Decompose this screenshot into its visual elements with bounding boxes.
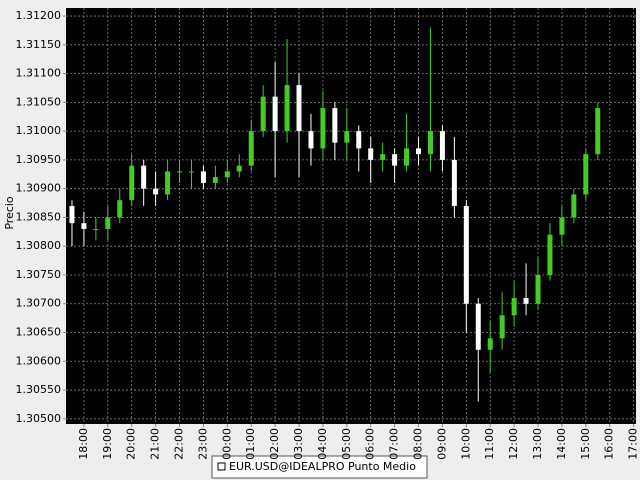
candle-body — [105, 217, 111, 229]
y-tick-label: 1.30700 — [16, 297, 62, 310]
candle-body — [451, 159, 457, 206]
candle-body — [308, 131, 314, 149]
candle-body — [236, 165, 242, 172]
candle-body — [260, 96, 266, 132]
candle-body — [320, 108, 326, 149]
x-tick-label: 19:00 — [101, 428, 114, 460]
y-tick-label: 1.31100 — [16, 67, 62, 80]
candle-body — [212, 177, 218, 183]
y-tick-label: 1.30850 — [16, 210, 62, 223]
y-tick-label: 1.30750 — [16, 268, 62, 281]
x-tick-label: 12:00 — [507, 428, 520, 460]
candle-body — [583, 154, 589, 195]
candle-body — [356, 131, 362, 149]
x-tick-label: 08:00 — [412, 428, 425, 460]
candle-body — [344, 131, 350, 143]
x-tick-label: 20:00 — [125, 428, 138, 460]
x-tick-label: 21:00 — [149, 428, 162, 460]
y-tick-label: 1.30500 — [16, 412, 62, 425]
x-tick-label: 14:00 — [555, 428, 568, 460]
y-tick-label: 1.31050 — [16, 95, 62, 108]
y-tick-label: 1.31200 — [16, 9, 62, 22]
candle-body — [416, 148, 422, 155]
x-tick-label: 03:00 — [292, 428, 305, 460]
y-tick-label: 1.30800 — [16, 239, 62, 252]
y-tick-label: 1.30900 — [16, 182, 62, 195]
x-tick-label: 11:00 — [483, 428, 496, 460]
y-axis-title: Precio — [3, 196, 16, 230]
y-tick-label: 1.30600 — [16, 354, 62, 367]
candle-body — [475, 303, 481, 350]
x-tick-label: 06:00 — [364, 428, 377, 460]
candle-body — [380, 154, 386, 160]
x-tick-label: 15:00 — [579, 428, 592, 460]
x-tick-label: 22:00 — [173, 428, 186, 460]
candle-body — [200, 171, 206, 183]
candle-body — [535, 274, 541, 304]
candle-body — [595, 108, 601, 155]
legend-swatch — [217, 462, 226, 471]
candle-body — [523, 297, 529, 304]
x-tick-label: 13:00 — [531, 428, 544, 460]
candle-body — [177, 171, 183, 173]
legend-label: EUR.USD@IDEALPRO Punto Medio — [229, 460, 416, 473]
x-tick-label: 09:00 — [435, 428, 448, 460]
x-tick-label: 17:00 — [627, 428, 640, 460]
candle-body — [368, 148, 374, 160]
candle-body — [427, 131, 433, 155]
candle-body — [272, 96, 278, 132]
y-tick-label: 1.30650 — [16, 326, 62, 339]
candle-body — [547, 234, 553, 275]
candle-body — [439, 131, 445, 160]
x-tick-label: 05:00 — [340, 428, 353, 460]
candle-body — [141, 165, 147, 189]
y-tick-label: 1.30950 — [16, 153, 62, 166]
x-tick-label: 02:00 — [268, 428, 281, 460]
x-tick-label: 18:00 — [77, 428, 90, 460]
candle-body — [165, 171, 171, 195]
candle-body — [117, 200, 123, 218]
candle-body — [224, 171, 230, 178]
y-tick-label: 1.31000 — [16, 124, 62, 137]
candle-body — [129, 165, 135, 201]
x-tick-label: 01:00 — [244, 428, 257, 460]
x-tick-label: 00:00 — [220, 428, 233, 460]
candle-body — [571, 194, 577, 218]
y-tick-label: 1.30550 — [16, 383, 62, 396]
legend — [211, 455, 428, 479]
candle-body — [392, 154, 398, 166]
x-tick-label: 16:00 — [603, 428, 616, 460]
x-tick-label: 04:00 — [316, 428, 329, 460]
candle-body — [487, 338, 493, 350]
x-tick-label: 23:00 — [196, 428, 209, 460]
candle-body — [296, 85, 302, 132]
candle-body — [284, 85, 290, 132]
candle-body — [332, 108, 338, 143]
plot-area — [66, 8, 636, 424]
candle-body — [69, 205, 75, 224]
candle-body — [188, 171, 194, 173]
candle-body — [248, 131, 254, 166]
candle-body — [463, 205, 469, 304]
candle-body — [93, 228, 99, 230]
candle-body — [559, 217, 565, 235]
x-tick-label: 07:00 — [388, 428, 401, 460]
candle-body — [81, 223, 87, 229]
x-tick-label: 10:00 — [459, 428, 472, 460]
candle-body — [511, 297, 517, 316]
y-tick-label: 1.31150 — [16, 38, 62, 51]
candle-body — [404, 148, 410, 166]
candle-body — [153, 188, 159, 195]
candle-body — [499, 315, 505, 339]
